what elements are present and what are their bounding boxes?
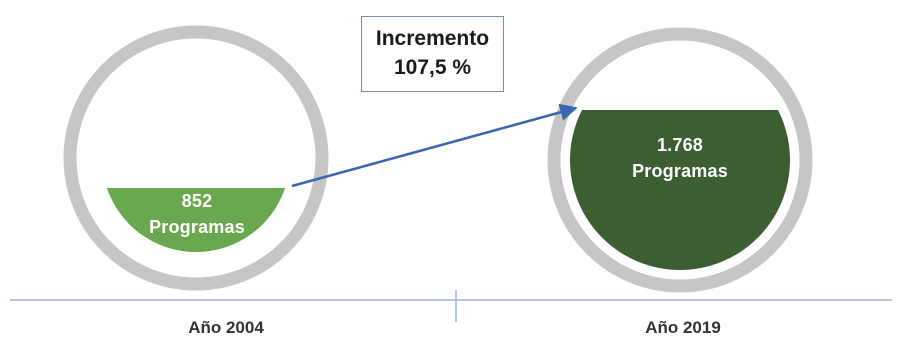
unit-2019: Programas — [632, 161, 728, 181]
increment-value: 107,5 % — [393, 56, 472, 79]
unit-2004: Programas — [149, 217, 245, 237]
increment-title: Incremento — [375, 27, 490, 50]
ring-2004 — [63, 25, 329, 291]
increment-box: Incremento 107,5 % — [361, 16, 504, 92]
value-2019: 1.768 — [656, 135, 704, 155]
year-label-2019: Año 2019 — [645, 318, 721, 337]
value-2004: 852 — [181, 191, 213, 211]
ring-2019 — [547, 27, 813, 293]
label-2019: 1.768 Programas — [613, 132, 747, 184]
year-label-2004: Año 2004 — [188, 318, 264, 337]
growth-arrow — [291, 103, 578, 188]
label-2004: 852 Programas — [130, 188, 264, 240]
